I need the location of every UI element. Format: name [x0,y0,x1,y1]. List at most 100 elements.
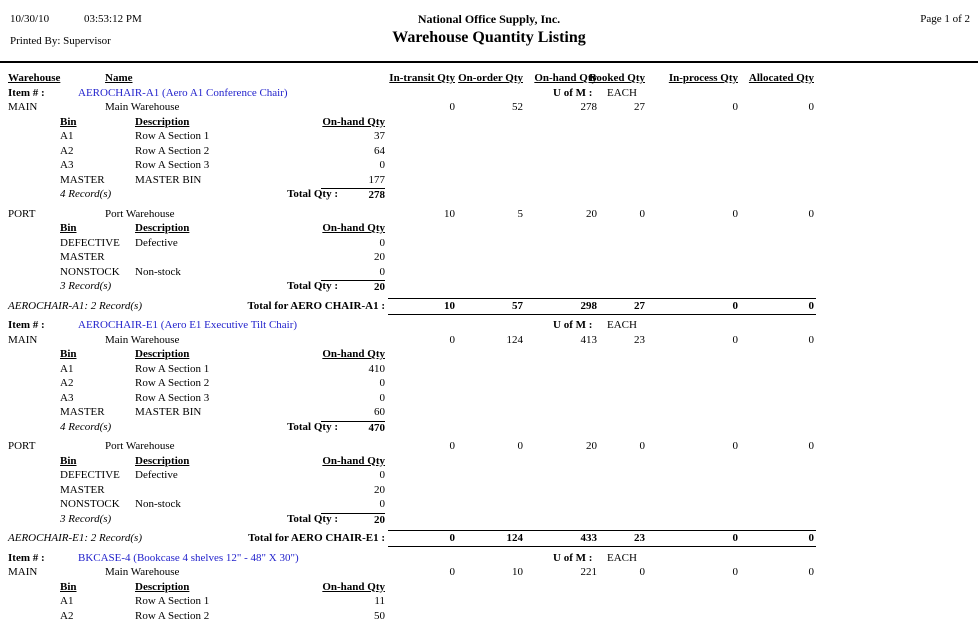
total-qty-label: Total Qty : [287,280,338,292]
report-time: 03:53:12 PM [84,13,142,25]
item-link[interactable]: AEROCHAIR-A1 (Aero A1 Conference Chair) [78,86,288,99]
uom-value: EACH [607,319,637,331]
on-hand-qty: 20 [586,440,597,452]
col-booked-qty: Booked Qty [589,72,645,84]
bin-row: A3 Row A Section 3 0 [0,159,978,174]
allocated-qty: 0 [808,440,815,452]
record-count: 4 Record(s) [60,188,112,200]
col-in-transit-qty: In-transit Qty [389,72,455,84]
bin-row: A1 Row A Section 1 410 [0,363,978,378]
bin-row: A3 Row A Section 3 0 [0,392,978,407]
total-qty-value: 20 [321,280,385,294]
warehouse-total-row: 4 Record(s) Total Qty : 278 [0,188,978,203]
item-number-label: Item # : [8,319,45,331]
warehouse-total-row: 4 Record(s) Total Qty : 470 [0,420,978,436]
bin-header-row: Bin Description On-hand Qty [0,455,978,470]
col-name: Name [105,72,133,84]
warehouse-row: MAIN Main Warehouse 0 10 221 0 0 0 [0,566,978,581]
in-process-qty: 0 [732,333,739,346]
item-record-count: AEROCHAIR-A1: 2 Record(s) [8,299,142,312]
bin-qty: 0 [379,236,386,249]
allocated-qty: 0 [808,333,815,346]
col-warehouse: Warehouse [8,72,61,84]
col-bin: Bin [60,580,77,593]
in-transit-qty: 10 [444,207,455,220]
in-process-qty: 0 [732,566,739,578]
col-description: Description [135,580,190,593]
bin-row: MASTER 20 [0,484,978,499]
bin-qty: 20 [374,251,385,263]
bin-row: A1 Row A Section 1 37 [0,130,978,145]
item-header-row: Item # : AEROCHAIR-E1 (Aero E1 Executive… [0,319,978,334]
item-link[interactable]: BKCASE-4 (Bookcase 4 shelves 12" - 48" X… [78,551,299,564]
total-qty-label: Total Qty : [287,188,338,200]
warehouse-row: PORT Port Warehouse 0 0 20 0 0 0 [0,440,978,455]
bin-code: MASTER [60,173,105,186]
in-process-qty: 0 [732,440,739,452]
col-on-hand-qty: On-hand Qty [534,72,597,84]
item-summary-row: AEROCHAIR-E1: 2 Record(s) Total for AERO… [0,530,978,547]
total-on-hand-qty: 433 [580,532,598,544]
col-bin: Bin [60,348,77,360]
bin-code: A3 [60,391,74,404]
bin-description: Row A Section 3 [135,391,210,404]
bin-qty: 60 [374,406,385,418]
total-on-order-qty: 124 [506,532,524,544]
col-bin: Bin [60,115,77,128]
bin-code: A1 [60,130,74,142]
uom-value: EACH [607,86,637,99]
column-header-row: Warehouse Name In-transit Qty On-order Q… [0,72,978,87]
col-bin-on-hand-qty: On-hand Qty [322,222,385,234]
warehouse-total-row: 3 Record(s) Total Qty : 20 [0,280,978,295]
printed-by: Printed By: Supervisor [10,35,111,47]
bin-qty: 0 [379,265,386,278]
total-allocated-qty: 0 [808,532,815,544]
report-header: 10/30/10 03:53:12 PM Printed By: Supervi… [0,0,978,63]
in-transit-qty: 0 [449,101,456,113]
col-description: Description [135,115,190,128]
report-body: Warehouse Name In-transit Qty On-order Q… [0,63,978,624]
bin-qty: 11 [374,595,385,607]
warehouse-name: Main Warehouse [105,101,180,113]
col-bin-on-hand-qty: On-hand Qty [322,348,385,360]
warehouse-code: PORT [8,207,36,220]
on-order-qty: 124 [506,333,524,346]
bin-row: A1 Row A Section 1 11 [0,595,978,610]
total-booked-qty: 27 [634,299,645,312]
on-hand-qty: 221 [580,566,598,578]
bin-qty: 410 [368,362,386,375]
bin-row: NONSTOCK Non-stock 0 [0,498,978,513]
bin-code: DEFECTIVE [60,236,120,249]
in-process-qty: 0 [732,207,739,220]
uom-label: U of M : [553,551,593,564]
item-header-row: Item # : BKCASE-4 (Bookcase 4 shelves 12… [0,552,978,567]
bin-row: A2 Row A Section 2 0 [0,377,978,392]
on-hand-qty: 413 [580,333,598,346]
bin-row: MASTER MASTER BIN 177 [0,174,978,189]
in-process-qty: 0 [732,101,739,113]
bin-code: MASTER [60,483,105,496]
bin-row: MASTER 20 [0,251,978,266]
summary-rule [388,297,816,315]
bin-code: A3 [60,159,74,171]
total-in-process-qty: 0 [732,299,739,312]
record-count: 3 Record(s) [60,280,112,292]
in-transit-qty: 0 [449,566,456,578]
item-total-label: Total for AERO CHAIR-E1 : [248,532,385,544]
bin-row: NONSTOCK Non-stock 0 [0,266,978,281]
record-count: 3 Record(s) [60,512,112,525]
bin-description: MASTER BIN [135,173,202,186]
bin-description: Non-stock [135,498,181,510]
bin-description: Defective [135,469,178,481]
col-description: Description [135,348,190,360]
uom-label: U of M : [553,319,593,331]
bin-description: Row A Section 2 [135,144,210,157]
warehouse-name: Port Warehouse [105,207,175,220]
bin-header-row: Bin Description On-hand Qty [0,581,978,596]
bin-code: MASTER [60,406,105,418]
warehouse-name: Main Warehouse [105,333,180,346]
bin-description: Row A Section 1 [135,130,210,142]
item-link[interactable]: AEROCHAIR-E1 (Aero E1 Executive Tilt Cha… [78,319,298,331]
col-in-process-qty: In-process Qty [668,72,738,84]
